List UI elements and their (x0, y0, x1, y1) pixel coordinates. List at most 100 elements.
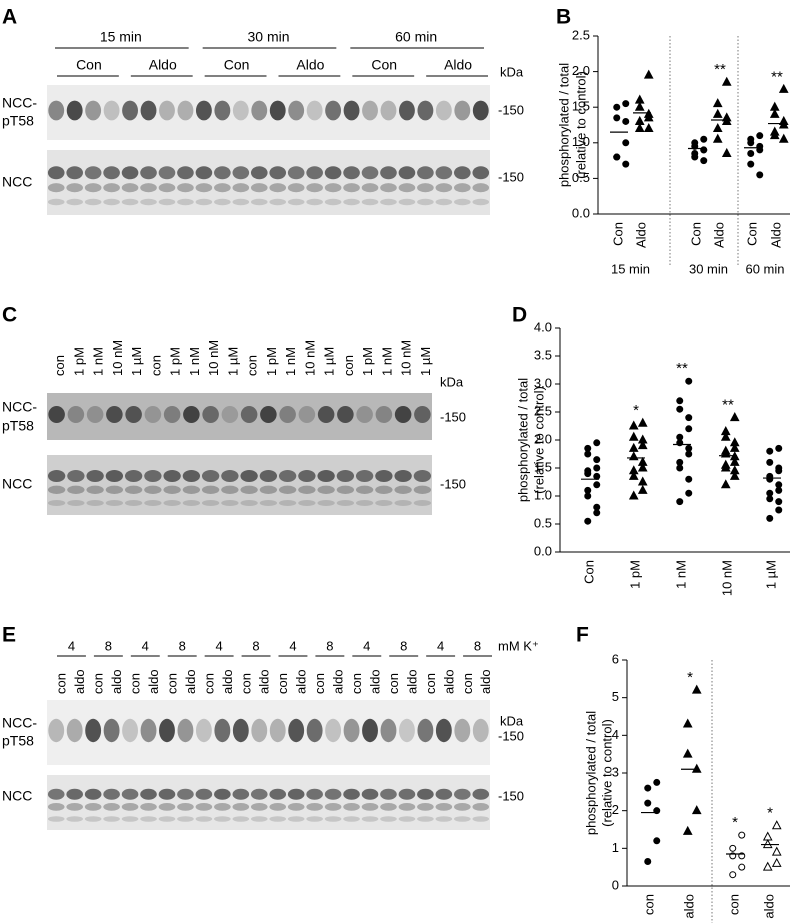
blot-band (121, 803, 139, 811)
blot-band (399, 100, 415, 121)
blot-band (435, 816, 453, 822)
blot-band (435, 803, 453, 811)
x-tick-label: 1 nM (673, 560, 688, 589)
blot-band (435, 788, 453, 800)
blot-band (66, 803, 83, 811)
data-point (653, 778, 661, 786)
mw-marker: -150 (440, 476, 466, 491)
lane-label: 1 µM (418, 347, 433, 376)
blot-band (317, 406, 335, 423)
blot-band (336, 485, 355, 494)
kda-label: kDa (500, 64, 524, 79)
blot-band (48, 100, 65, 121)
potassium-label: 4 (363, 638, 370, 653)
lane-label: 1 µM (225, 347, 240, 376)
lane-label: 1 pM (264, 347, 279, 376)
blot-band (355, 485, 374, 494)
blot-band (435, 198, 453, 206)
x-tick-label: 1 µM (763, 560, 778, 589)
blot-band (306, 100, 323, 121)
potassium-label: 4 (437, 638, 444, 653)
blot-band (336, 470, 355, 482)
blot-band (279, 406, 296, 423)
data-point (712, 108, 723, 118)
blot-band (86, 470, 104, 482)
data-point (762, 839, 773, 849)
blot-band (105, 470, 124, 482)
blot-band (103, 166, 120, 180)
lane-label: 10 nM (399, 340, 414, 376)
data-point (766, 475, 774, 483)
blot-band (158, 816, 176, 822)
panel-letter: E (2, 624, 16, 647)
panel-letter: F (576, 624, 589, 647)
blot-band (317, 500, 335, 506)
blot-band (182, 485, 201, 494)
blot-band (121, 816, 139, 822)
data-point (676, 405, 684, 413)
blot-image (47, 393, 432, 440)
blot-band (86, 406, 104, 423)
blot-band (47, 500, 66, 506)
blot-band (343, 718, 360, 743)
data-point (766, 447, 774, 455)
blot-band (240, 485, 258, 494)
lane-label: con (245, 355, 260, 376)
data-point (613, 103, 621, 111)
y-tick-label: 0.5 (534, 515, 552, 530)
blot-image (47, 150, 490, 215)
data-point (720, 479, 731, 489)
data-point (676, 498, 684, 506)
blot-band (140, 183, 157, 193)
y-tick-label: 0 (612, 877, 619, 892)
blot-band (269, 198, 287, 206)
blot-band (177, 198, 194, 206)
potassium-label: 8 (474, 638, 481, 653)
x-tick-label: Aldo (633, 222, 648, 248)
blot-band (67, 470, 85, 482)
blot-band (298, 470, 316, 482)
significance: ** (722, 397, 734, 414)
blot-band (375, 500, 393, 506)
blot-band (324, 816, 342, 822)
data-point (756, 146, 764, 154)
data-point (775, 486, 783, 494)
blot-band (86, 500, 104, 506)
blot-band (454, 100, 471, 121)
data-point (628, 420, 639, 430)
blot-band (472, 100, 489, 121)
blot-band (298, 500, 316, 506)
blot-band (380, 803, 397, 811)
data-point (756, 132, 764, 140)
blot-band (182, 500, 201, 506)
blot-band (356, 406, 373, 423)
lane-label: aldo (367, 669, 382, 694)
condition-label: Aldo (296, 57, 324, 73)
blot-band (472, 816, 490, 822)
data-point (775, 467, 783, 475)
blot-band (103, 803, 120, 811)
blot-band (177, 803, 194, 811)
blot-band (394, 406, 412, 423)
blot-band (47, 788, 65, 800)
blot-band (269, 788, 287, 800)
blot-band (306, 803, 323, 811)
data-point (637, 417, 648, 427)
data-point (721, 76, 732, 86)
data-point (771, 820, 782, 830)
row-label: NCC- (2, 95, 37, 111)
blot-band (177, 788, 194, 800)
blot-band (214, 816, 231, 822)
blot-band (380, 816, 397, 822)
blot-band (47, 803, 65, 811)
blot-band (472, 788, 490, 800)
y-tick-label: 2.5 (534, 403, 552, 418)
y-tick-label: 2.0 (534, 431, 552, 446)
blot-band (361, 198, 379, 206)
data-point (682, 825, 693, 835)
blot-band (195, 166, 213, 180)
data-point (584, 492, 592, 500)
data-point (643, 112, 654, 122)
data-point (593, 472, 601, 480)
blot-band (343, 166, 360, 180)
